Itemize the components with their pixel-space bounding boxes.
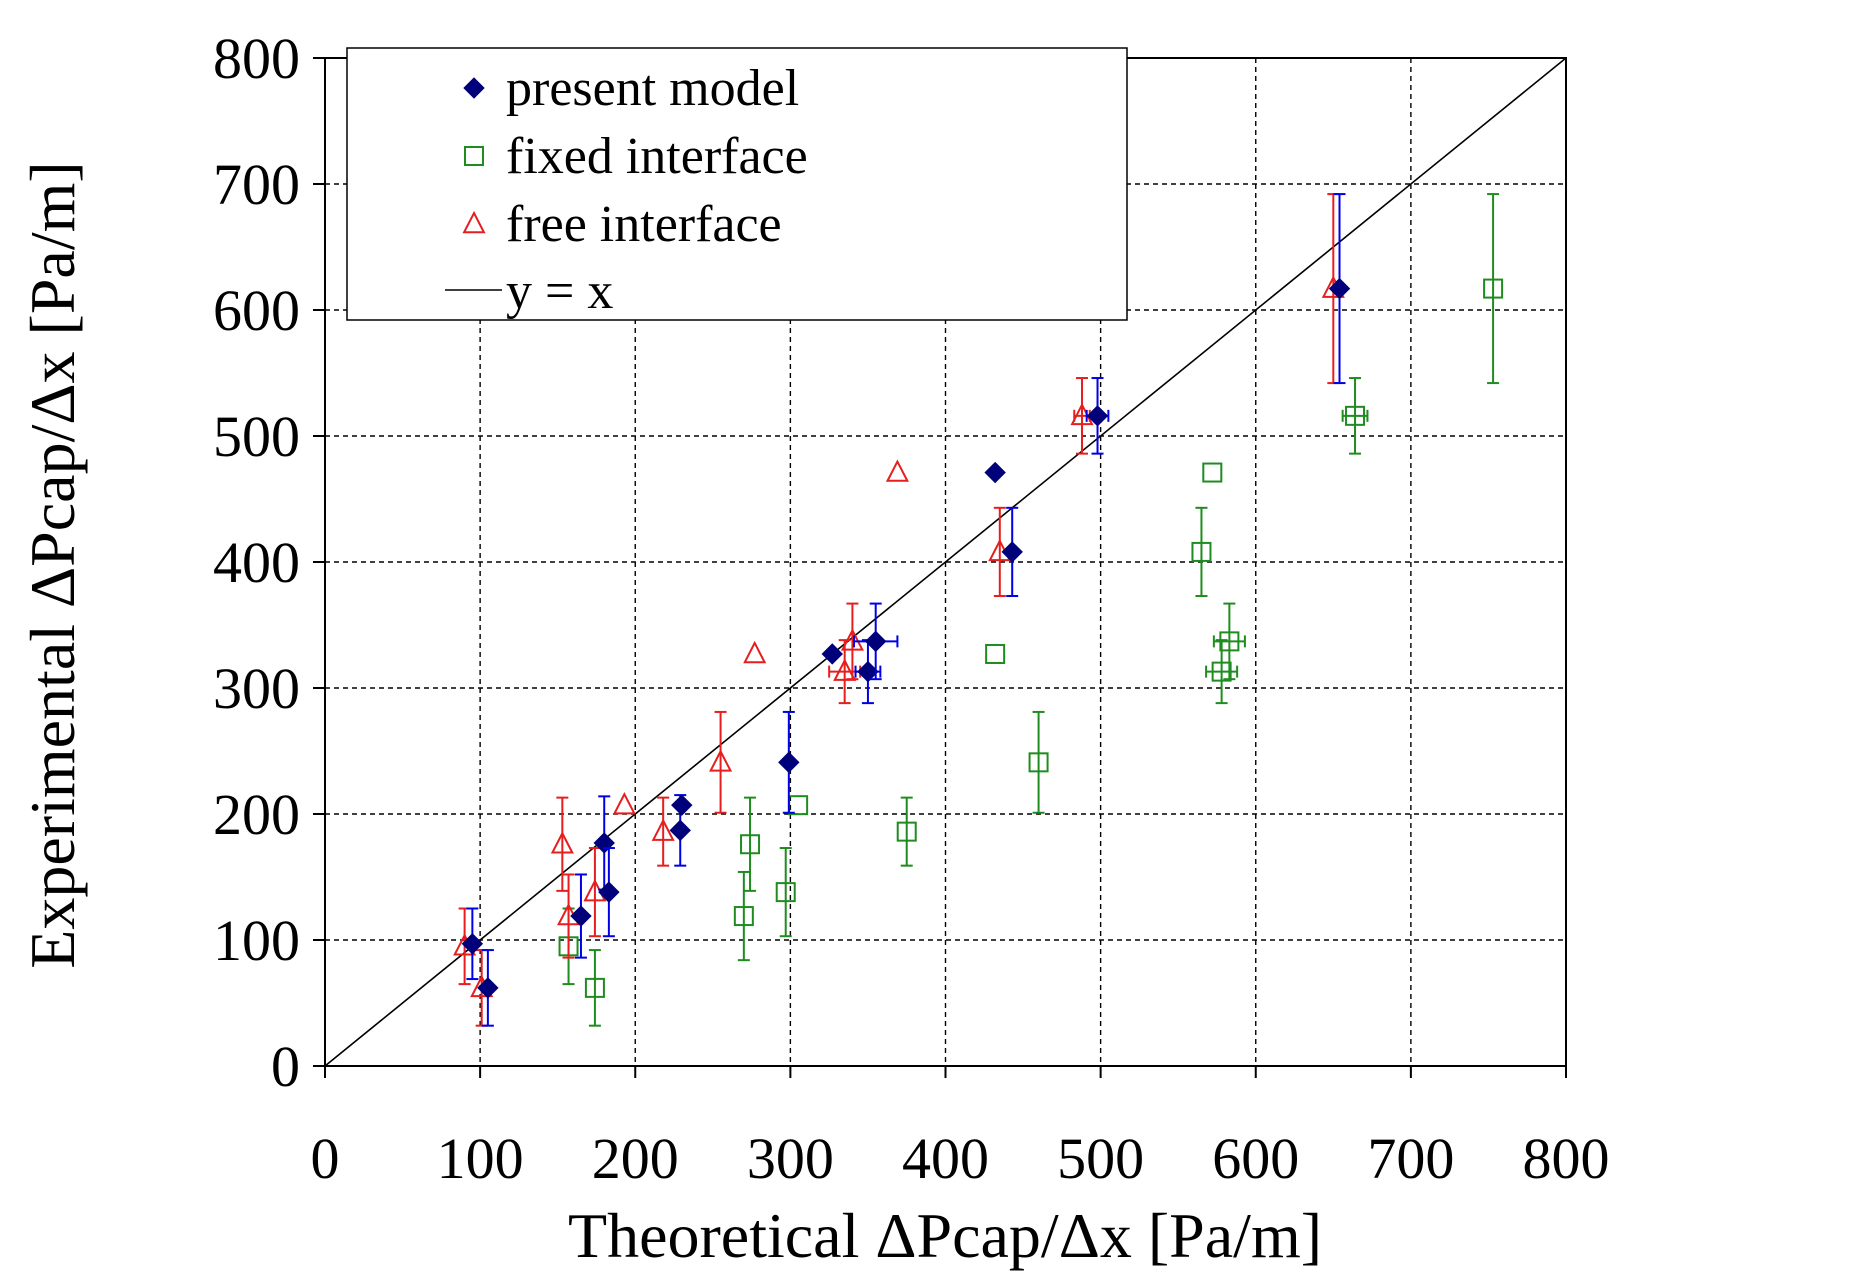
ticks: 0 100 200 300 400 500 600 700 800 0 100 200 300 400 50… (213, 26, 1610, 1191)
data-point-present-model (778, 751, 800, 774)
y-tick-label: 600 (213, 278, 300, 343)
x-tick-label: 300 (747, 1126, 834, 1191)
data-point-present-model (598, 881, 620, 903)
legend-entry-fixed-interface: fixed interface (464, 128, 808, 185)
data-point-fixed-interface (584, 977, 605, 998)
series-free-interface (453, 193, 1345, 1027)
legend-label-fixed-interface: fixed interface (506, 128, 808, 185)
data-point-present-model (570, 905, 592, 927)
x-tick-label: 200 (592, 1126, 679, 1191)
series-layer (453, 193, 1504, 1027)
data-point-free-interface (743, 640, 767, 664)
data-point-fixed-interface (1219, 631, 1240, 652)
x-tick-label: 700 (1367, 1126, 1454, 1191)
legend-label-present-model: present model (506, 60, 799, 117)
data-point-free-interface (709, 749, 733, 772)
data-point-present-model (1086, 405, 1109, 427)
legend: present model fixed interface free interfa… (346, 47, 1128, 321)
series-present-model (461, 193, 1351, 1027)
y-tick-label: 400 (213, 530, 300, 595)
data-point-fixed-interface (788, 795, 809, 816)
reference-line (324, 57, 1567, 1067)
legend-entry-free-interface: free interface (462, 196, 782, 253)
data-point-present-model (669, 819, 691, 842)
data-point-present-model (864, 630, 887, 653)
data-point-present-model (671, 794, 693, 816)
data-point-present-model (821, 643, 843, 665)
x-tick-label: 500 (1057, 1126, 1144, 1191)
data-point-free-interface (885, 459, 909, 482)
y-tick-label: 100 (213, 908, 300, 973)
data-point-fixed-interface (1483, 278, 1504, 299)
data-point-free-interface (550, 831, 574, 854)
y-tick-label: 0 (271, 1034, 300, 1099)
legend-marker-fixed-interface (464, 146, 484, 166)
data-point-fixed-interface (896, 821, 917, 842)
data-point-present-model (857, 660, 879, 683)
data-point-fixed-interface (775, 882, 796, 903)
y-tick-label: 200 (213, 782, 300, 847)
x-tick-label: 800 (1523, 1126, 1610, 1191)
data-point-fixed-interface (1028, 752, 1049, 773)
x-axis-title: Theoretical ΔPcap/Δx [Pa/m] (568, 1200, 1322, 1271)
legend-label-free-interface: free interface (506, 196, 782, 253)
y-tick-label: 300 (213, 656, 300, 721)
y-axis-title: Experimental ΔPcap/Δx [Pa/m] (17, 161, 88, 968)
y-equals-x-line (324, 57, 1567, 1067)
data-point-free-interface (612, 791, 636, 815)
data-point-free-interface (651, 818, 675, 841)
data-point-free-interface (833, 658, 857, 681)
data-point-present-model (461, 933, 484, 955)
legend-entry-present-model: present model (463, 60, 799, 117)
data-point-fixed-interface (733, 906, 754, 927)
data-point-free-interface (840, 628, 864, 651)
data-point-present-model (1328, 277, 1351, 300)
x-tick-label: 600 (1212, 1126, 1299, 1191)
legend-marker-free-interface (462, 210, 486, 234)
data-point-fixed-interface (1345, 405, 1366, 426)
y-tick-label: 700 (213, 152, 300, 217)
data-point-fixed-interface (740, 834, 761, 855)
data-point-fixed-interface (1191, 541, 1212, 562)
data-point-present-model (593, 832, 615, 854)
x-tick-label: 0 (311, 1126, 340, 1191)
legend-entries: present model fixed interface free interfa… (445, 60, 808, 320)
data-point-present-model (477, 977, 499, 999)
data-point-present-model (1001, 541, 1023, 563)
data-point-fixed-interface (1211, 661, 1232, 682)
data-point-present-model (984, 461, 1006, 484)
series-fixed-interface (558, 193, 1504, 1027)
legend-label-reference-line: y = x (506, 263, 613, 320)
x-tick-label: 400 (902, 1126, 989, 1191)
legend-marker-present-model (463, 77, 485, 99)
data-point-fixed-interface (1202, 462, 1223, 483)
legend-entry-reference-line: y = x (445, 263, 613, 320)
data-point-fixed-interface (985, 643, 1006, 664)
y-tick-label: 500 (213, 404, 300, 469)
y-tick-label: 800 (213, 26, 300, 91)
x-tick-label: 100 (437, 1126, 524, 1191)
